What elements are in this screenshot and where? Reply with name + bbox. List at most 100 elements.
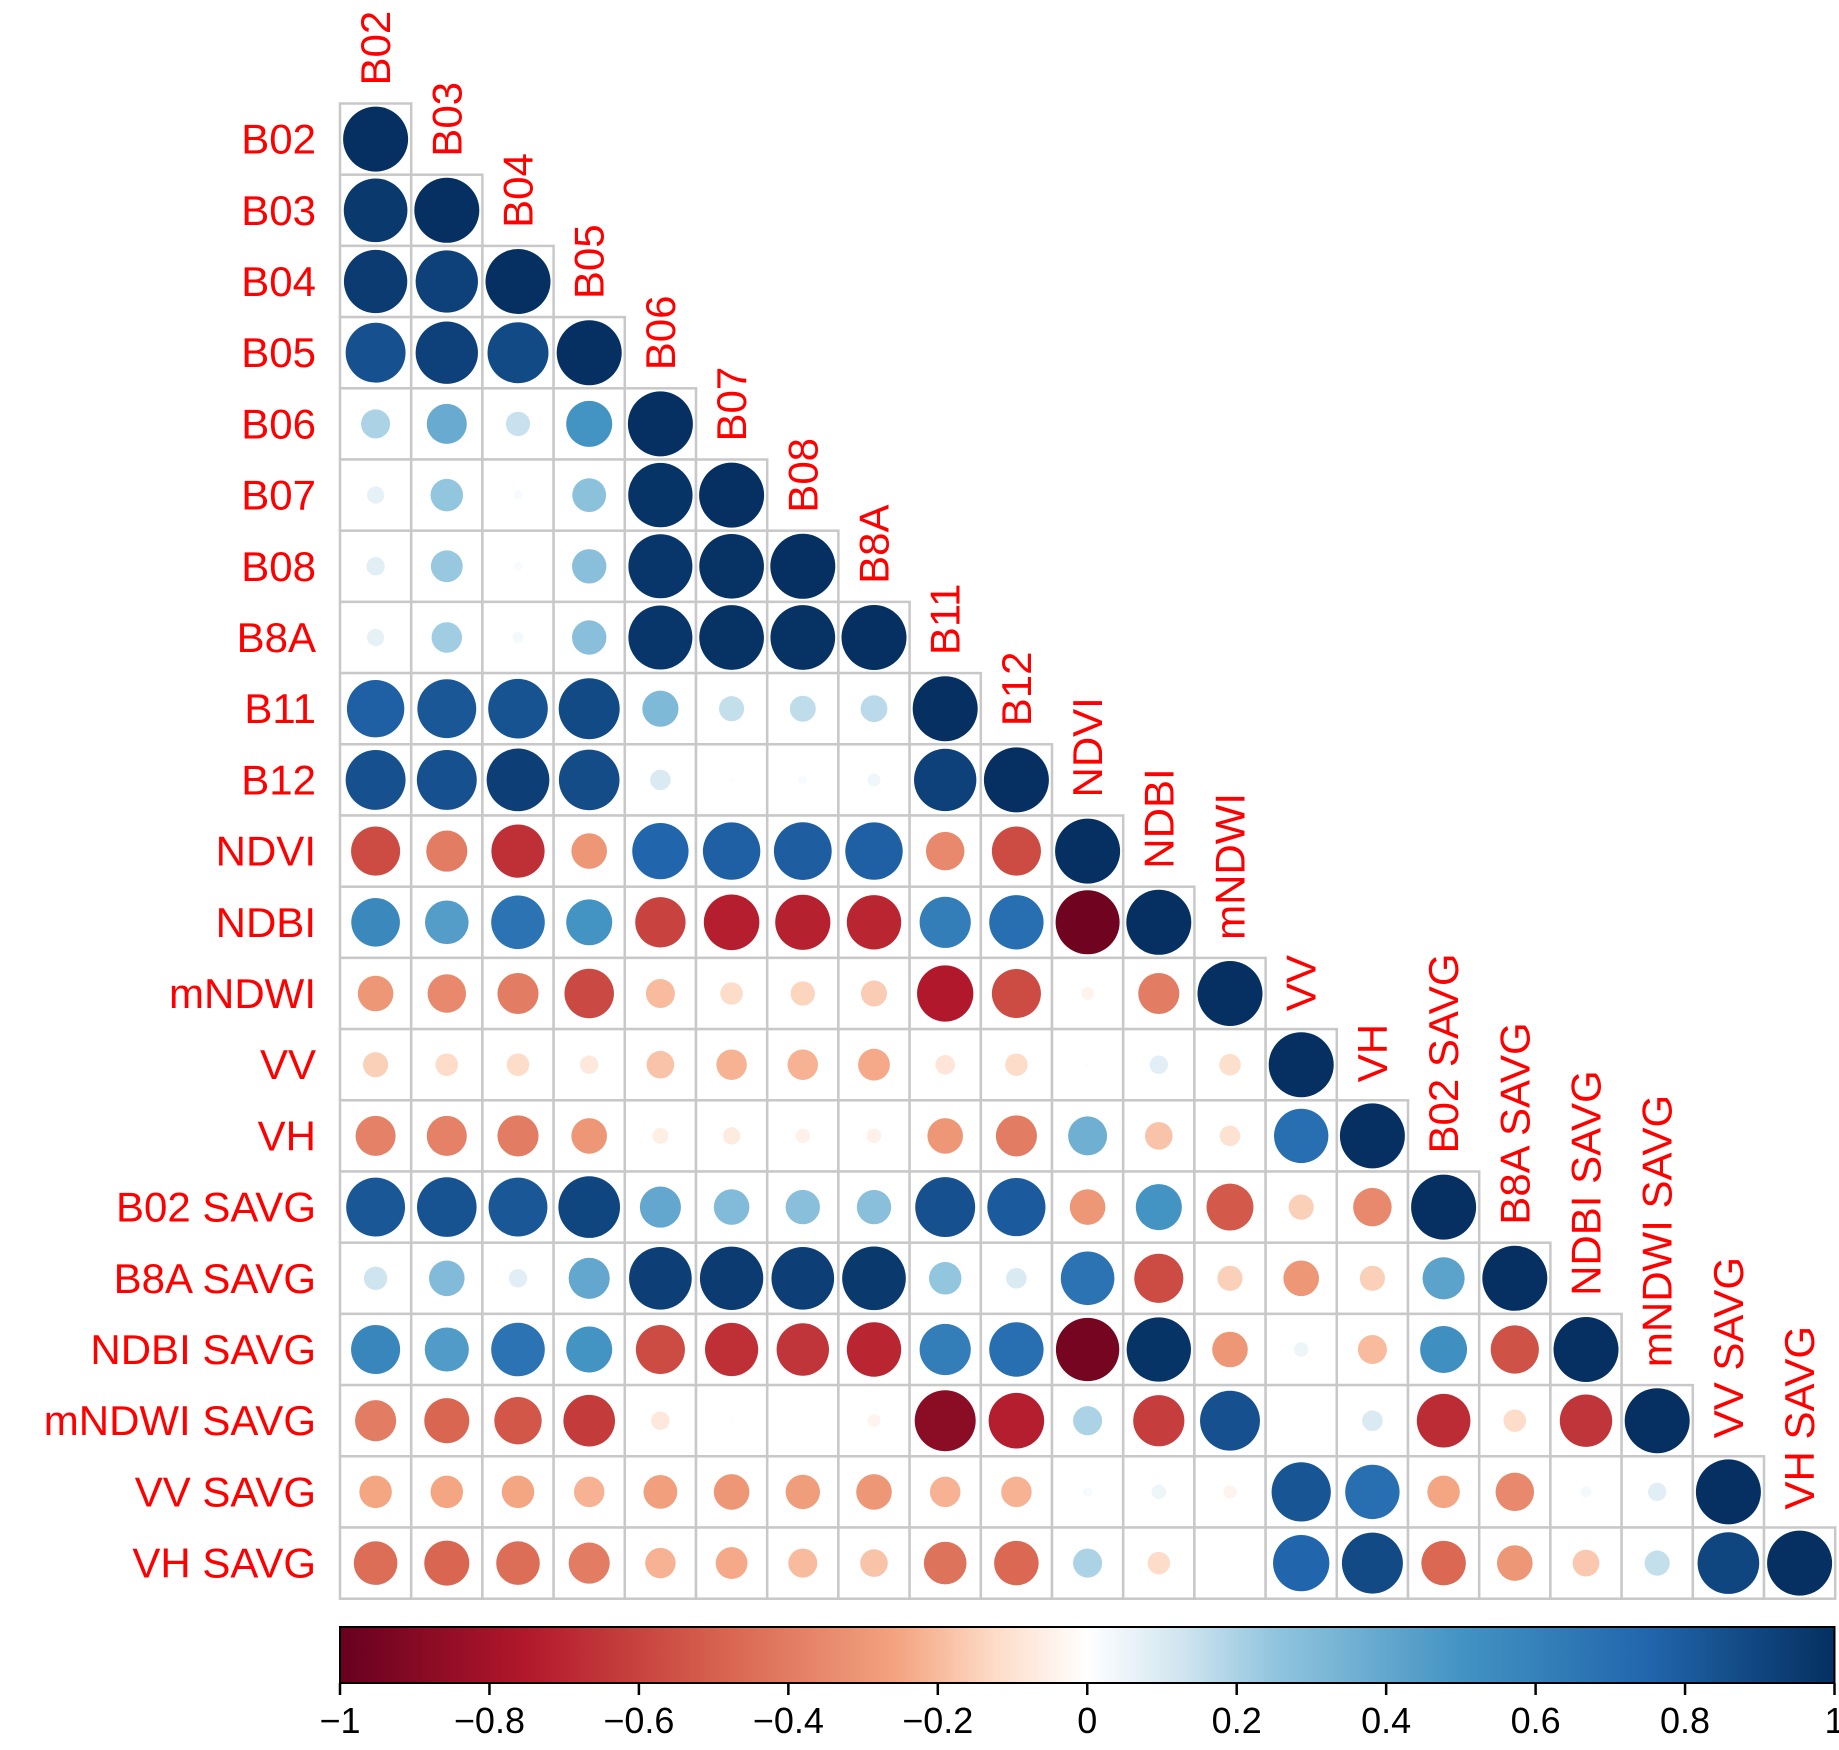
cell-18-16 [1477, 1383, 1552, 1458]
cell-19-13 [1264, 1455, 1339, 1529]
cell-20-17 [1549, 1526, 1623, 1600]
correlation-circle [345, 322, 406, 383]
cell-frame [765, 1383, 840, 1458]
column-label: B06 [637, 296, 684, 371]
cell-5-4 [623, 458, 698, 532]
correlation-circle [566, 1326, 613, 1373]
correlation-circle [1223, 1485, 1237, 1499]
cell-14-9 [979, 1099, 1054, 1173]
cell-13-12 [1193, 1027, 1267, 1102]
cell-8-0 [338, 671, 413, 746]
correlation-circle [1273, 1534, 1330, 1592]
row-label: NDBI SAVG [90, 1326, 316, 1373]
correlation-circle [728, 776, 735, 784]
cell-17-12 [1193, 1312, 1267, 1387]
correlation-circle [699, 462, 765, 528]
correlation-circle [357, 975, 394, 1012]
correlation-circle [652, 1127, 669, 1144]
cell-16-8 [908, 1241, 983, 1316]
cell-20-15 [1406, 1526, 1481, 1600]
correlation-circle [343, 249, 408, 314]
cell-20-16 [1477, 1526, 1552, 1600]
cell-0-0 [338, 102, 413, 176]
cell-8-5 [694, 671, 769, 746]
colorbar-tick-label: −1 [319, 1700, 360, 1741]
correlation-circle [927, 1118, 963, 1154]
correlation-circle [1274, 1108, 1329, 1164]
cell-19-19 [1691, 1455, 1766, 1529]
cell-1-0 [338, 173, 413, 248]
correlation-circle [497, 972, 539, 1015]
correlation-circle [366, 557, 385, 576]
colorbar-tick-label: 0.2 [1212, 1700, 1262, 1741]
correlation-circle [427, 974, 467, 1013]
correlation-circle [846, 895, 902, 950]
column-label: B05 [566, 224, 613, 299]
cell-15-1 [409, 1170, 484, 1244]
colorbar-tick-label: −0.4 [753, 1700, 824, 1741]
cell-15-9 [979, 1170, 1054, 1244]
correlation-circle [995, 1115, 1037, 1157]
cell-10-9 [979, 814, 1054, 888]
cell-13-3 [552, 1027, 627, 1102]
cell-19-14 [1335, 1455, 1410, 1529]
cell-17-15 [1406, 1312, 1481, 1387]
cell-18-0 [338, 1383, 413, 1458]
cell-18-15 [1406, 1383, 1481, 1458]
row-label: B02 [241, 116, 316, 163]
correlation-circle [355, 1115, 396, 1156]
correlation-circle [928, 1262, 962, 1295]
correlation-circle [716, 1049, 747, 1080]
correlation-circle [989, 895, 1044, 950]
correlation-circle [343, 106, 409, 172]
cell-20-13 [1264, 1526, 1339, 1600]
cell-11-7 [837, 885, 911, 960]
correlation-circle [506, 1053, 530, 1076]
cell-18-8 [908, 1383, 983, 1458]
cell-13-1 [409, 1027, 484, 1102]
cell-14-6 [765, 1099, 840, 1173]
cell-14-12 [1193, 1099, 1267, 1173]
correlation-circle [912, 676, 978, 742]
cell-14-4 [623, 1099, 698, 1173]
cell-18-10 [1050, 1383, 1125, 1458]
correlation-circle [776, 1323, 829, 1376]
row-label: B03 [241, 187, 316, 234]
cell-19-7 [837, 1455, 911, 1529]
correlation-circle [994, 1540, 1039, 1586]
cell-13-4 [623, 1027, 698, 1102]
column-label: B8A [851, 505, 898, 584]
cell-10-10 [1050, 814, 1125, 888]
correlation-circle [494, 1397, 542, 1445]
cell-10-8 [908, 814, 983, 888]
cell-8-6 [765, 671, 840, 746]
cell-17-6 [765, 1312, 840, 1387]
correlation-circle [917, 965, 974, 1022]
column-label: NDBI SAVG [1563, 1070, 1610, 1296]
correlation-circle [1055, 818, 1121, 884]
cell-15-4 [623, 1170, 698, 1244]
cell-15-13 [1264, 1170, 1339, 1244]
cell-5-0 [338, 458, 413, 532]
row-label: VH [258, 1112, 316, 1159]
cell-4-3 [552, 387, 627, 461]
cell-20-2 [481, 1526, 555, 1600]
cell-10-4 [623, 814, 698, 888]
cell-14-1 [409, 1099, 484, 1173]
cell-15-11 [1121, 1170, 1196, 1244]
column-labels: B02 B03 B04 B05 B06 B07 B08 B8A B11 B12 NDVI NDBI mN… [352, 11, 1823, 1510]
cell-6-3 [552, 529, 627, 604]
correlation-circle [1145, 1122, 1173, 1150]
cell-15-7 [837, 1170, 911, 1244]
cell-12-10 [1050, 956, 1125, 1031]
row-label: B12 [241, 756, 316, 803]
correlation-circle [929, 1476, 961, 1508]
cell-15-14 [1335, 1170, 1410, 1244]
column-label: B03 [423, 82, 470, 157]
cell-7-3 [552, 600, 627, 675]
correlation-circle [798, 775, 808, 785]
correlation-circle [1134, 1253, 1184, 1303]
correlation-circle [1073, 1406, 1103, 1436]
cell-10-0 [338, 814, 413, 888]
correlation-circle [1559, 1394, 1613, 1447]
